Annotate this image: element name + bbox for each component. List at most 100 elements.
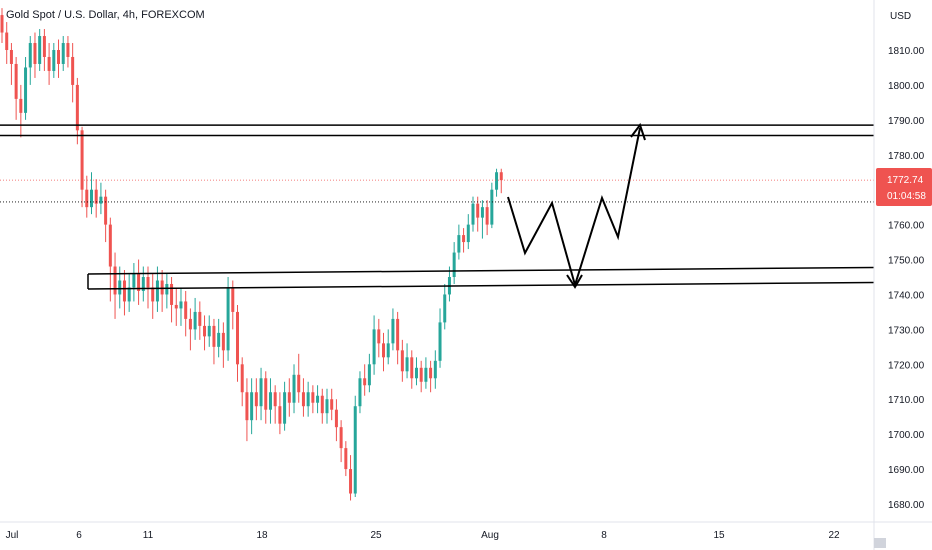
candle [382,332,386,372]
candle [476,196,480,232]
candle-body [372,329,376,365]
price-tick-label: 1800.00 [888,81,925,92]
candle-body [245,392,249,421]
time-tick-label: 18 [256,530,268,541]
candle-body [226,287,230,351]
candle-body [480,207,484,218]
candle-body [179,301,183,309]
candle-body [188,318,192,330]
time-axis[interactable]: Jul 6 11 18 25 Aug 8 15 22 [6,530,840,541]
candle [99,182,103,215]
price-axis-bg [874,0,932,550]
candle-body [113,266,117,295]
candle [485,200,489,236]
candle-body [52,50,56,71]
support-channel-bottom-line[interactable] [87,281,932,290]
candle [28,36,32,85]
candle-body [429,367,433,379]
candle [466,214,470,250]
candle-body [155,280,159,302]
candle [367,353,371,393]
candle-body [118,280,122,295]
candle-body [367,364,371,386]
candle [268,378,272,424]
candle-body [443,294,447,323]
candle [203,315,207,351]
time-tick-label: 15 [713,530,725,541]
candle [316,385,320,414]
candle [429,360,433,393]
candle [236,304,239,382]
candle [184,290,188,337]
candle [311,385,315,414]
candle-body [438,322,442,361]
candle [400,339,404,382]
candle [292,364,296,414]
candle-body [358,378,362,407]
candle [33,32,37,78]
candle [334,399,338,442]
projection-path[interactable] [507,127,641,289]
candle [499,168,503,194]
candle [433,350,437,389]
candle-body [391,318,395,344]
price-tick-label: 1780.00 [888,151,925,162]
candle-body [499,172,503,181]
candle [386,329,390,365]
time-tick-label: Jul [6,530,19,541]
candle-body [283,392,287,424]
candle [160,270,164,312]
candle-body [292,374,296,403]
candle-body [363,378,367,386]
price-tick-label: 1700.00 [888,430,925,441]
candle-body [212,325,216,347]
candle [245,378,249,442]
candle-body [334,409,338,428]
candle [480,200,484,239]
candle [122,270,126,316]
axis-corner-button[interactable] [874,538,886,548]
candle [42,29,46,71]
candle [108,217,112,302]
candle [391,308,395,351]
candle [132,263,136,302]
candle [330,388,334,421]
currency-label: USD [890,11,911,22]
price-axis[interactable]: 1680.00 1690.00 1700.00 1710.00 1720.00 1730.… [888,46,925,511]
candle-body [104,196,108,225]
candle [405,343,409,379]
candle [231,280,235,330]
candle-body [61,43,65,64]
candle [174,287,178,326]
candle-body [424,367,428,382]
candle [94,179,98,218]
candle-body [236,311,239,365]
price-tick-label: 1740.00 [888,290,925,301]
candle-body [462,235,466,243]
candle [14,56,18,120]
support-channel-top-line[interactable] [87,266,932,275]
candle-body [264,378,268,410]
candle-body [457,235,461,253]
arrow-down-head [566,274,583,289]
candle-body [339,427,343,449]
candle [363,364,367,396]
candle-body [122,280,126,302]
candle [193,297,197,340]
candle-body [99,196,103,204]
candle-body [174,304,178,309]
candle-body [297,374,301,393]
time-tick-label: 8 [601,530,607,541]
candle [188,308,192,351]
candle-body [127,287,131,302]
time-tick-label: 22 [828,530,840,541]
candle-body [75,84,79,131]
candle-body [287,392,291,403]
candle [217,318,221,358]
candle-body [85,189,89,208]
candles-layer [0,8,503,501]
candle-body [386,343,390,358]
drawings-layer [0,122,932,290]
